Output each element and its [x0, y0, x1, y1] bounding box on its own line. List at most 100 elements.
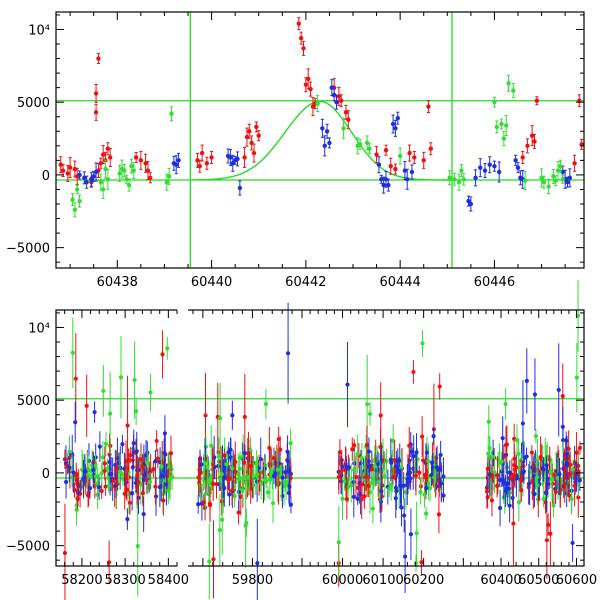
- bottom-data-point: [399, 465, 404, 470]
- bottom-data-point: [155, 456, 160, 461]
- top-data-point: [65, 171, 70, 176]
- bottom-data-point: [352, 443, 357, 448]
- top-x-tick-label: 60440: [191, 275, 232, 290]
- bottom-data-point: [355, 451, 360, 457]
- top-x-tick-label: 60444: [379, 275, 420, 290]
- bottom-data-point: [557, 472, 562, 477]
- top-data-point: [98, 161, 103, 166]
- bottom-data-point: [154, 438, 159, 444]
- top-data-point: [225, 153, 231, 159]
- bottom-data-point: [576, 495, 581, 500]
- bottom-data-point: [168, 451, 174, 456]
- bottom-data-point: [413, 473, 419, 478]
- bottom-data-point: [438, 452, 443, 458]
- bottom-data-point: [224, 462, 229, 467]
- top-data-point: [525, 143, 530, 149]
- bottom-data-point: [489, 498, 495, 503]
- bottom-data-point: [87, 486, 93, 491]
- bottom-data-point: [159, 473, 165, 478]
- bottom-data-point: [255, 472, 260, 477]
- bottom-data-point: [535, 475, 540, 480]
- top-data-point: [131, 168, 136, 173]
- top-data-point: [138, 158, 144, 163]
- bottom-data-point: [351, 494, 356, 499]
- bottom-data-point: [126, 475, 132, 480]
- bottom-data-point: [196, 475, 201, 480]
- bottom-data-point: [254, 461, 259, 467]
- top-data-point: [376, 162, 382, 167]
- top-data-point: [383, 147, 389, 153]
- top-data-point: [122, 168, 127, 173]
- bottom-data-point: [408, 532, 414, 537]
- bottom-data-point: [270, 501, 276, 506]
- top-data-point: [298, 35, 304, 41]
- bottom-data-point: [141, 477, 146, 483]
- bottom-data-point: [157, 485, 162, 490]
- bottom-data-point: [521, 470, 526, 476]
- top-data-point: [237, 185, 243, 191]
- bottom-data-point: [359, 455, 364, 461]
- bottom-data-point: [411, 453, 416, 459]
- bottom-data-point: [552, 472, 557, 478]
- top-data-point: [75, 187, 80, 192]
- bottom-data-point: [75, 496, 80, 501]
- top-data-point: [407, 150, 412, 156]
- bottom-data-point: [207, 501, 213, 506]
- bottom-data-point: [338, 469, 343, 474]
- top-data-point: [494, 124, 499, 130]
- bottom-data-point: [101, 388, 106, 393]
- bottom-data-point: [387, 486, 392, 492]
- bottom-data-point: [236, 510, 241, 515]
- bottom-data-point: [160, 352, 165, 357]
- top-data-point: [383, 177, 389, 182]
- bottom-data-point: [390, 474, 396, 480]
- top-data-point: [310, 104, 316, 109]
- bottom-data-point: [136, 480, 141, 485]
- bottom-data-point: [352, 467, 357, 472]
- bottom-data-point: [405, 482, 410, 487]
- bottom-data-point: [566, 446, 571, 451]
- top-data-point: [421, 158, 426, 163]
- top-data-point: [395, 115, 400, 121]
- bottom-data-point: [514, 438, 520, 443]
- bottom-data-point: [359, 497, 364, 502]
- top-data-point: [126, 182, 132, 188]
- top-data-point: [487, 162, 492, 167]
- bottom-data-point: [392, 457, 397, 463]
- bottom-data-point: [203, 413, 208, 418]
- top-data-point: [473, 175, 478, 181]
- bottom-data-point: [262, 477, 267, 483]
- bottom-x-tick-label: 58200: [61, 573, 102, 588]
- bottom-data-point: [199, 462, 204, 467]
- top-data-point: [506, 81, 511, 86]
- bottom-y-tick-label: 10⁴: [28, 321, 50, 336]
- top-y-tick-label: 5000: [17, 96, 50, 111]
- axis-break-bottom: [177, 564, 188, 568]
- top-data-point: [145, 168, 151, 173]
- top-data-point: [426, 104, 431, 109]
- bottom-data-point: [159, 464, 164, 469]
- bottom-data-point: [242, 414, 247, 420]
- bottom-data-point: [263, 401, 268, 407]
- bottom-x-tick-label: 60000: [322, 573, 363, 588]
- top-data-point: [199, 150, 205, 156]
- top-data-point: [209, 155, 214, 160]
- bottom-data-point: [485, 466, 490, 471]
- bottom-data-point: [258, 456, 263, 462]
- bottom-data-point: [147, 470, 152, 475]
- bottom-data-point: [226, 449, 231, 455]
- top-data-point: [89, 177, 94, 182]
- bottom-data-point: [123, 458, 129, 464]
- bottom-data-point: [217, 527, 222, 533]
- bottom-data-point: [91, 467, 96, 473]
- top-data-point: [386, 182, 391, 188]
- bottom-data-point: [437, 467, 442, 472]
- top-data-point: [522, 178, 528, 183]
- bottom-data-point: [544, 538, 549, 543]
- bottom-data-point: [203, 491, 208, 496]
- bottom-data-point: [276, 437, 281, 442]
- bottom-data-point: [287, 469, 292, 474]
- top-data-point: [334, 99, 339, 105]
- bottom-data-point: [503, 442, 509, 448]
- bottom-data-point: [411, 369, 416, 375]
